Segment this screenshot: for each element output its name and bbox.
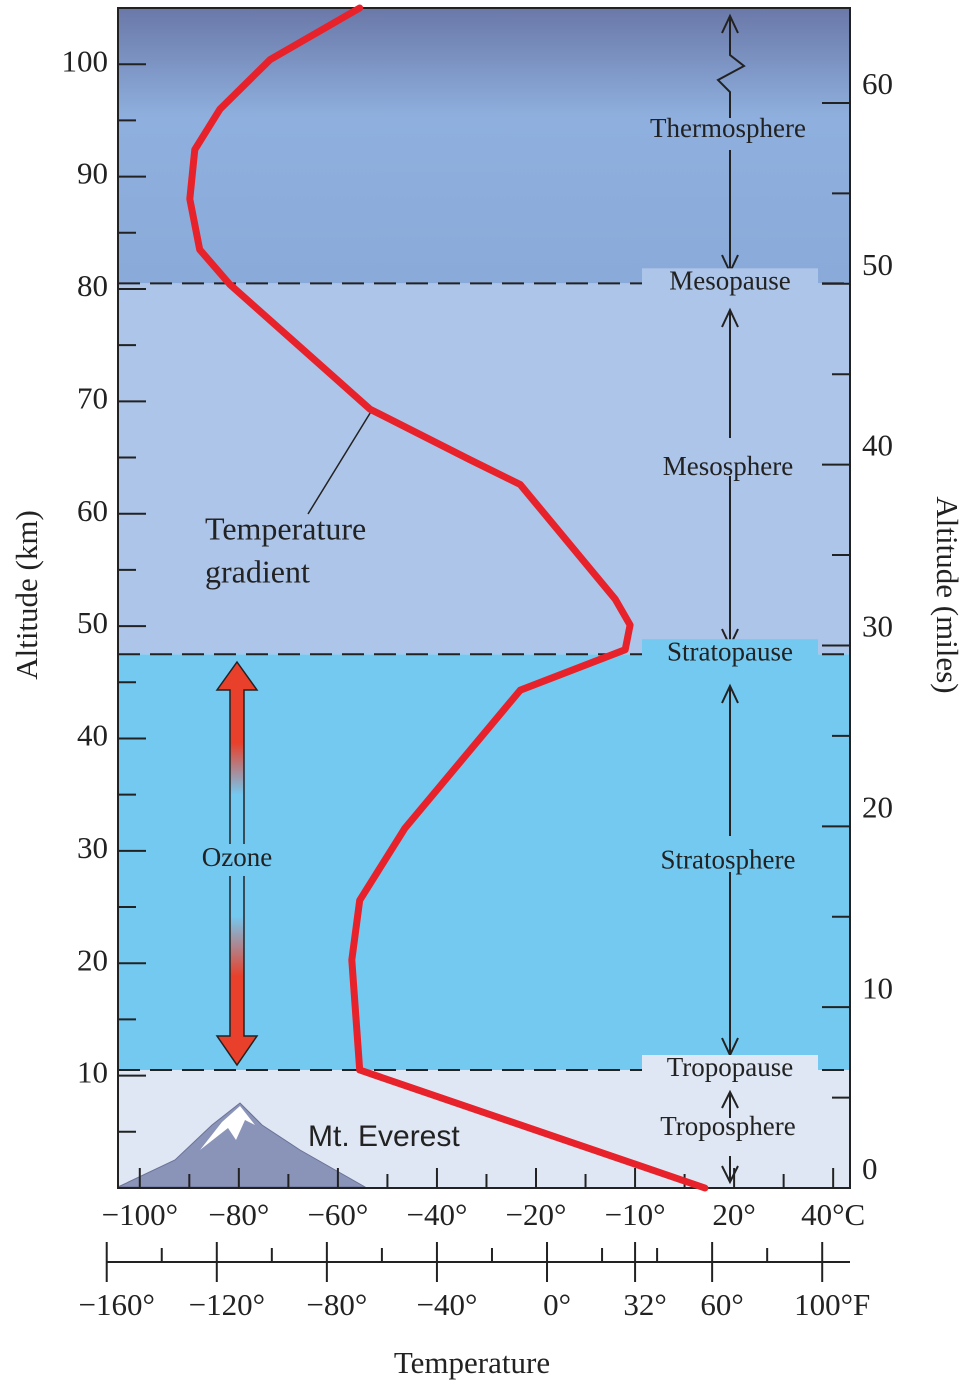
x-tick-label: −80° [208,1197,269,1232]
x2-tick-label: −160° [79,1287,155,1322]
x2-tick-label: 0° [543,1287,571,1322]
annotation: gradient [205,553,310,589]
bands [118,8,850,1188]
x-tick-label: −10° [605,1197,666,1232]
layer-band [118,8,850,283]
y2-tick-label: 30 [862,609,893,644]
x2-tick-label: 60° [700,1287,743,1322]
x-tick-label: −60° [307,1197,368,1232]
y2-axis-label: Altitude (miles) [930,496,965,693]
x2-tick-label: −80° [306,1287,367,1322]
annotation: Temperature [205,510,366,546]
layer-label: Thermosphere [650,113,806,143]
y2-tick-label: 20 [862,789,893,824]
x2-tick-label: −40° [416,1287,477,1322]
x-tick-label: −20° [506,1197,567,1232]
boundary-label: Stratopause [667,636,793,666]
y-axis-label: Altitude (km) [9,510,44,680]
y2-tick-label: 40 [862,428,893,463]
x2-tick-label: 100°F [794,1287,870,1322]
x2-tick-label: 32° [623,1287,666,1322]
x-tick-label: −100° [102,1197,178,1232]
y-tick-label: 70 [77,380,108,415]
layer-label: Troposphere [660,1111,796,1141]
y2-tick-label: 10 [862,970,893,1005]
x-tick-label: 40°C [801,1197,865,1232]
y-tick-label: 40 [77,718,108,753]
y-tick-label: 10 [77,1055,108,1090]
y-tick-label: 30 [77,830,108,865]
y-tick-label: 80 [77,268,108,303]
x-axis-label: Temperature [394,1345,550,1380]
boundary-label: Tropopause [667,1052,794,1082]
y2-tick-label: 50 [862,247,893,282]
y2-tick-label: 60 [862,66,893,101]
y-tick-label: 90 [77,156,108,191]
y-tick-label: 20 [77,942,108,977]
y2-tick-label: 0 [862,1151,878,1186]
layer-label: Stratosphere [661,844,796,874]
layer-label: Mesosphere [663,451,793,481]
x2-tick-label: −120° [189,1287,265,1322]
x-tick-label: −40° [407,1197,468,1232]
everest-label: Mt. Everest [308,1120,460,1153]
ozone-label: Ozone [202,842,272,872]
y-tick-label: 100 [62,43,109,78]
y-tick-label: 50 [77,605,108,640]
x-tick-label: 20° [712,1197,755,1232]
chart: Ozone Mt. Everest Temperature gradient A… [0,0,965,1390]
boundary-label: Mesopause [669,266,790,296]
y-tick-label: 60 [77,493,108,528]
